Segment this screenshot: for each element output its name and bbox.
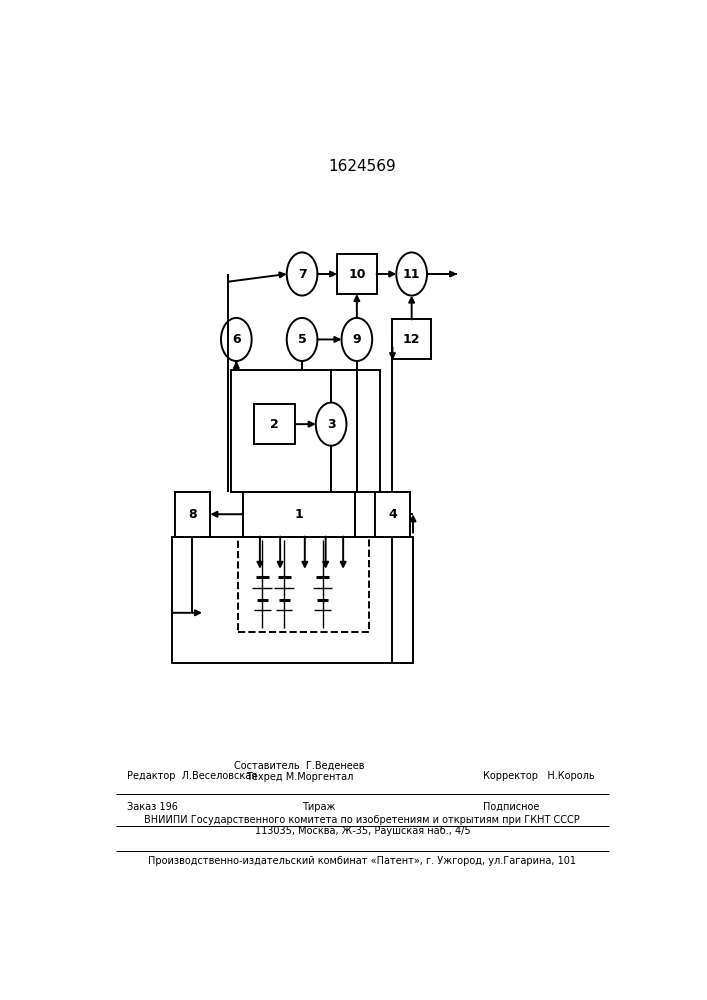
Text: Техред М.Моргентал: Техред М.Моргентал <box>245 772 353 782</box>
Text: 7: 7 <box>298 267 306 280</box>
Text: 1: 1 <box>295 508 304 521</box>
Text: Подписное: Подписное <box>483 802 539 812</box>
Text: Заказ 196: Заказ 196 <box>127 802 177 812</box>
Text: 5: 5 <box>298 333 306 346</box>
Text: Тираж: Тираж <box>302 802 335 812</box>
Bar <box>375 492 410 537</box>
Bar <box>254 404 296 444</box>
Text: 113035, Москва, Ж-35, Раушская наб., 4/5: 113035, Москва, Ж-35, Раушская наб., 4/5 <box>255 826 470 836</box>
Text: 4: 4 <box>388 508 397 521</box>
Text: 1624569: 1624569 <box>329 159 396 174</box>
Text: ВНИИПИ Государственного комитета по изобретениям и открытиям при ГКНТ СССР: ВНИИПИ Государственного комитета по изоб… <box>144 815 580 825</box>
Bar <box>172 537 413 663</box>
Text: Производственно-издательский комбинат «Патент», г. Ужгород, ул.Гагарина, 101: Производственно-издательский комбинат «П… <box>148 856 576 866</box>
Text: 10: 10 <box>348 267 366 280</box>
Bar <box>337 254 377 294</box>
Text: 9: 9 <box>353 333 361 346</box>
Text: 8: 8 <box>188 508 197 521</box>
Text: Редактор  Л.Веселовская: Редактор Л.Веселовская <box>127 771 257 781</box>
Bar <box>238 537 369 632</box>
Text: 3: 3 <box>327 418 335 431</box>
Text: 12: 12 <box>403 333 421 346</box>
Text: 11: 11 <box>403 267 421 280</box>
Bar <box>243 492 356 537</box>
Bar <box>231 370 380 492</box>
Text: 6: 6 <box>232 333 240 346</box>
Bar <box>392 319 431 359</box>
Text: Корректор   Н.Король: Корректор Н.Король <box>483 771 595 781</box>
Text: 2: 2 <box>270 418 279 431</box>
Text: Составитель  Г.Веденеев: Составитель Г.Веденеев <box>234 761 365 771</box>
Bar <box>175 492 210 537</box>
